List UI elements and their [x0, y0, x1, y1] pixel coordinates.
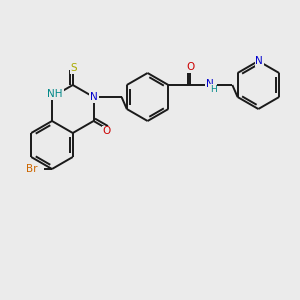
Text: O: O [102, 127, 111, 136]
Text: N: N [256, 56, 263, 66]
Text: Br: Br [26, 164, 38, 174]
Text: N: N [90, 92, 98, 102]
Text: S: S [70, 63, 77, 73]
Text: H: H [210, 85, 217, 94]
Text: N: N [206, 79, 214, 89]
Text: O: O [186, 62, 194, 72]
Text: NH: NH [47, 89, 63, 99]
